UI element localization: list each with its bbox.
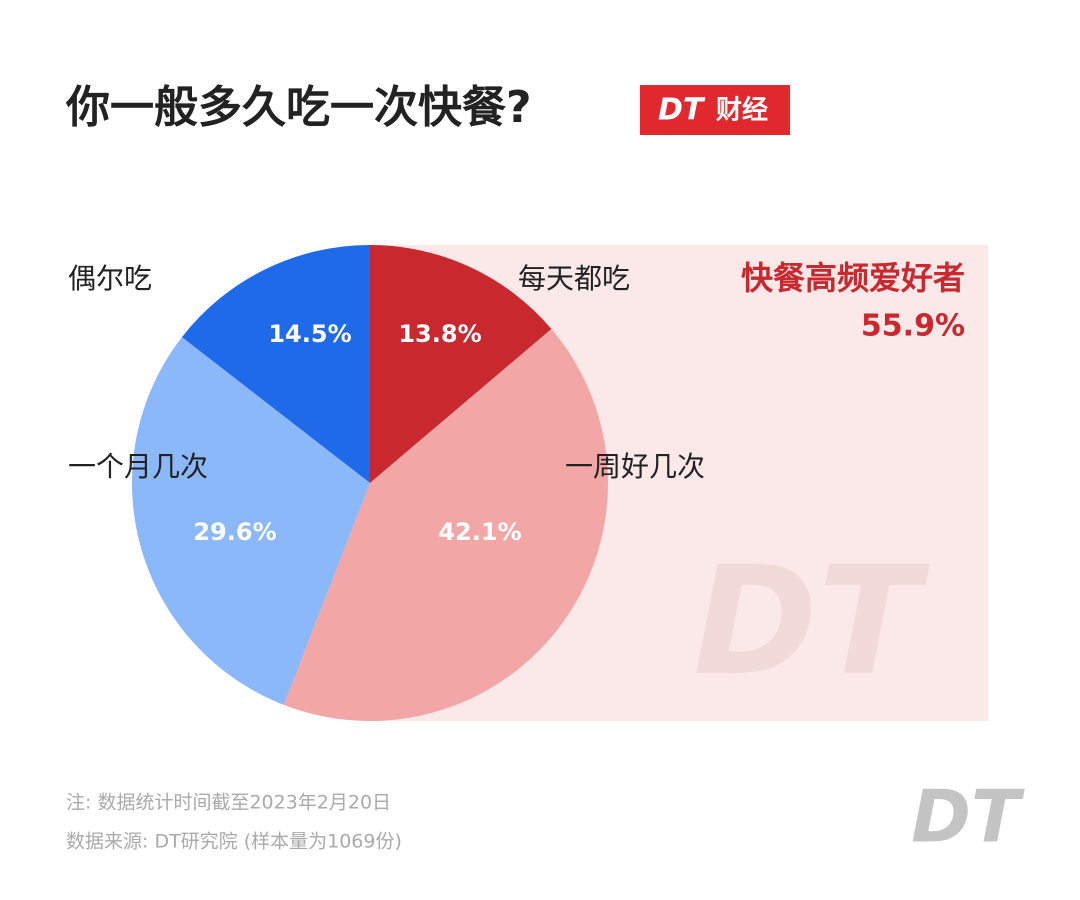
note: 注: 数据统计时间截至2023年2月20日 [66, 792, 391, 814]
value-label: 42.1% [438, 518, 521, 546]
chart-title: 你一般多久吃一次快餐? [65, 82, 532, 133]
category-label: 一个月几次 [68, 450, 208, 483]
watermark: DT [693, 535, 931, 709]
pie-slice [370, 245, 552, 483]
category-label: 偶尔吃 [68, 262, 152, 295]
pie-slice [283, 329, 609, 722]
value-label: 13.8% [398, 320, 481, 348]
brand-name: 财经 [716, 95, 768, 126]
logo: DT [911, 775, 1025, 859]
category-label: 一周好几次 [565, 450, 705, 483]
value-label: 29.6% [193, 518, 276, 546]
source: 数据来源: DT研究院 (样本量为1069份) [66, 831, 402, 853]
category-label: 每天都吃 [518, 262, 630, 295]
value-label: 14.5% [268, 320, 351, 348]
pie-slice [131, 337, 370, 705]
brand-logo: DT [658, 93, 706, 128]
brand-box [640, 85, 790, 135]
highlight-value: 55.9% [861, 309, 965, 344]
pie-slice [181, 245, 370, 483]
highlight-label: 快餐高频爱好者 [741, 259, 965, 297]
